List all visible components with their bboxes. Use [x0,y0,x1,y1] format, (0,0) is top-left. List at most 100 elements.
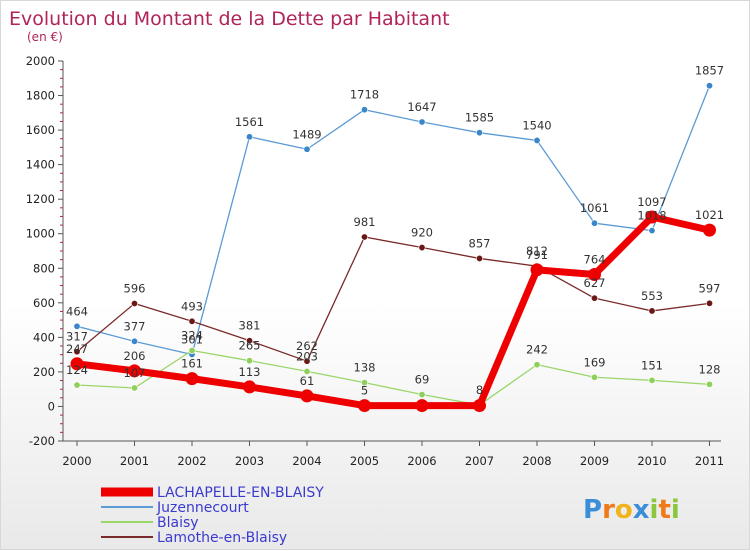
logo-letter: t [658,495,670,525]
data-label: 1061 [580,201,609,215]
y-tick-label: 1000 [26,227,55,241]
data-point [475,254,483,262]
data-label: 627 [584,276,606,290]
data-label: 247 [66,342,88,356]
data-point [590,219,598,227]
logo-letter: P [583,495,602,525]
data-label: 764 [584,252,606,266]
data-label: 464 [66,304,88,318]
data-point [590,373,598,381]
data-label: 493 [181,299,203,313]
data-label: 857 [469,236,491,250]
data-label: 113 [239,365,261,379]
legend: LACHAPELLE-EN-BLAISYJuzennecourtBlaisyLa… [101,485,324,546]
legend-label: Blaisy [157,515,199,531]
x-tick-label: 2007 [465,454,494,468]
y-tick-label: 0 [48,399,55,413]
data-point [705,299,713,307]
data-point [246,337,254,345]
logo-letter: r [602,495,615,525]
legend-item: LACHAPELLE-EN-BLAISY [101,485,324,501]
data-label: 791 [526,248,548,262]
data-point [131,337,139,345]
data-label: 920 [411,226,433,240]
data-point [70,357,84,371]
x-tick-label: 2001 [120,454,149,468]
data-point [415,399,429,413]
legend-label: LACHAPELLE-EN-BLAISY [157,485,324,501]
data-point [703,223,716,237]
logo-letter: i [650,495,659,525]
logo-text: Proxiti [583,495,680,525]
data-label: 597 [699,281,721,295]
data-label: 169 [584,355,606,369]
data-point [246,133,254,141]
data-label: 553 [641,289,663,303]
data-label: 301 [181,332,203,346]
x-tick-label: 2009 [580,454,609,468]
x-tick-label: 2002 [177,454,206,468]
legend-label: Lamothe-en-Blaisy [157,530,287,546]
data-point [705,82,713,90]
data-label: 812 [526,244,548,258]
data-point [648,227,656,235]
data-point [303,367,311,375]
data-point [300,389,314,403]
y-tick-label: -200 [29,434,55,448]
x-tick-label: 2006 [407,454,436,468]
data-label: 203 [296,349,318,363]
y-tick-label: 1600 [26,123,55,137]
x-tick-label: 2004 [292,454,321,468]
legend-item: Lamothe-en-Blaisy [101,530,287,546]
series-layer [70,82,716,413]
data-label: 1857 [695,64,724,78]
y-tick-label: 200 [33,365,55,379]
data-label: 317 [66,330,88,344]
data-point [418,244,426,252]
x-tick-label: 2003 [235,454,264,468]
data-point [73,381,81,389]
data-label: 124 [66,363,88,377]
data-label: 596 [124,282,146,296]
legend-label: Juzennecourt [156,500,249,516]
data-label: 1021 [695,208,724,222]
x-tick-label: 2008 [522,454,551,468]
data-point [185,372,199,386]
data-point [590,294,598,302]
data-label: 1718 [350,88,379,102]
data-point [530,263,544,277]
data-label: 61 [300,374,315,388]
data-label: 8 [476,383,483,397]
data-point [418,118,426,126]
data-label: 1561 [235,115,264,129]
logo-letter: x [633,495,650,525]
legend-item: Juzennecourt [101,500,249,516]
data-label: 1018 [637,209,666,223]
data-point [360,379,368,387]
x-tick-label: 2011 [695,454,724,468]
data-point [243,380,256,394]
data-label: 128 [699,362,721,376]
data-point [648,376,656,384]
data-label: 242 [526,343,548,357]
data-point [475,129,483,137]
data-label: 381 [239,319,261,333]
x-tick-label: 2000 [62,454,91,468]
data-label: 1585 [465,111,494,125]
data-label: 206 [124,349,146,363]
data-label: 262 [296,339,318,353]
data-label: 138 [354,361,376,375]
data-point [246,357,254,365]
series-line [76,349,711,406]
y-tick-label: 1200 [26,192,55,206]
series-lachapelle-en-blaisy [70,210,716,413]
series-line [73,213,713,410]
data-label: 377 [124,319,146,333]
data-label: 69 [415,373,430,387]
y-tick-label: 1800 [26,89,55,103]
y-tick-label: 1400 [26,158,55,172]
data-label: 324 [181,328,203,342]
y-tick-label: 2000 [26,54,55,68]
data-point [131,300,139,308]
data-point [588,267,601,281]
